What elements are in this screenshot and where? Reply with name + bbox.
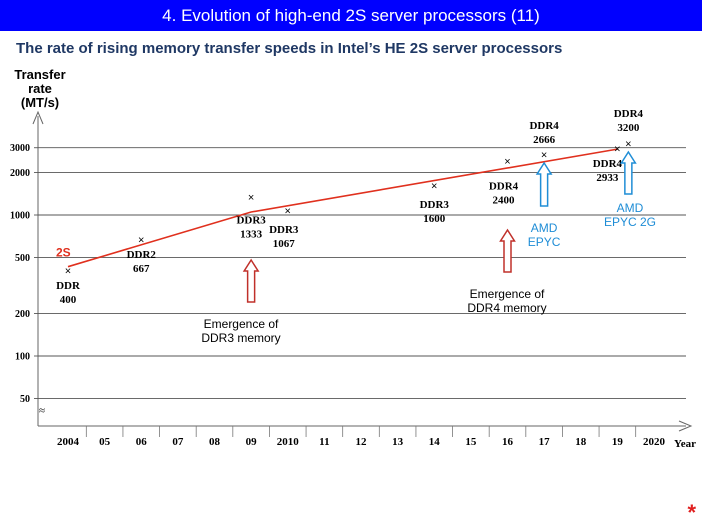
- data-point-marker: ×: [285, 206, 291, 218]
- data-point-marker: ×: [614, 144, 620, 156]
- series-name-label: 2S: [56, 246, 71, 260]
- x-tick-label: 16: [502, 436, 514, 448]
- annotation-text: AMD: [617, 201, 644, 215]
- y-axis-label-line: Transfer: [14, 67, 65, 82]
- data-point-marker: ×: [625, 138, 631, 150]
- y-axis-label-line: rate: [28, 81, 52, 96]
- x-tick-label: 18: [575, 436, 587, 448]
- x-tick-label: 19: [612, 436, 624, 448]
- data-point-marker: ×: [138, 234, 144, 246]
- data-value-label: 3200: [617, 122, 640, 134]
- x-tick-label: 06: [136, 436, 148, 448]
- data-value-label: 2933: [596, 172, 619, 184]
- x-tick-label: 17: [539, 436, 551, 448]
- data-point-marker: ×: [541, 149, 547, 161]
- annotation-arrow: [535, 161, 553, 207]
- x-tick-label: 05: [99, 436, 111, 448]
- y-tick-label: 1000: [10, 211, 30, 222]
- y-tick-label: 3000: [10, 143, 30, 154]
- data-value-label: 1600: [423, 213, 446, 225]
- annotation-text: AMD: [531, 221, 558, 235]
- x-tick-label: 2004: [57, 436, 80, 448]
- y-tick-labels: 3000 2000 1000 500 200 100 50: [10, 143, 30, 405]
- data-value-label: 400: [60, 294, 77, 306]
- data-value-label: 2666: [533, 134, 556, 146]
- data-point-marker: ×: [248, 192, 254, 204]
- y-tick-label: 2000: [10, 168, 30, 179]
- x-tick-label: 2010: [277, 436, 300, 448]
- annotation-text: DDR4 memory: [467, 301, 546, 315]
- chart-subtitle: The rate of rising memory transfer speed…: [16, 40, 563, 57]
- annotation-text: DDR3 memory: [201, 331, 280, 345]
- y-tick-label: 200: [15, 309, 30, 320]
- x-axis-label: Year: [674, 438, 696, 450]
- data-label: DDR3: [269, 224, 299, 236]
- x-tick-label: 13: [392, 436, 404, 448]
- data-point-marker: ×: [504, 156, 510, 168]
- x-tick-label: 09: [246, 436, 258, 448]
- annotation-text: EPYC 2G: [604, 215, 656, 229]
- footer-asterisk: *: [687, 500, 696, 525]
- x-axis-arrow: [678, 420, 693, 432]
- annotation-arrow: [619, 150, 637, 195]
- x-tick-label: 08: [209, 436, 221, 448]
- series-lines: 2S: [56, 148, 618, 268]
- y-tick-label: 100: [15, 352, 30, 363]
- data-point-marker: ×: [431, 181, 437, 193]
- data-label: DDR3: [420, 199, 450, 211]
- x-tick-label: 11: [319, 436, 329, 448]
- data-point-marker: ×: [65, 266, 71, 278]
- data-value-label: 1333: [240, 228, 263, 240]
- y-tick-label: 500: [15, 253, 30, 264]
- data-label: DDR2: [127, 249, 157, 261]
- x-tick-label: 2020: [643, 436, 666, 448]
- data-label: DDR4: [593, 158, 623, 170]
- annotation-text: Emergence of: [470, 287, 545, 301]
- x-tick-label: 14: [429, 436, 441, 448]
- y-tick-label: 50: [20, 394, 30, 405]
- data-value-label: 1067: [273, 238, 296, 250]
- annotation-arrow: [242, 258, 260, 303]
- annotation-arrow: [499, 228, 516, 273]
- data-value-label: 667: [133, 263, 150, 275]
- x-tick-label: 07: [172, 436, 184, 448]
- data-label: DDR3: [236, 214, 266, 226]
- data-label: DDR4: [529, 120, 559, 132]
- axis-break: ≈: [39, 405, 45, 417]
- x-tick-label: 12: [356, 436, 368, 448]
- data-label: DDR4: [614, 108, 644, 120]
- x-tick-label: 15: [465, 436, 477, 448]
- slide-title: 4. Evolution of high-end 2S server proce…: [0, 0, 702, 31]
- y-axis-label-line: (MT/s): [21, 95, 59, 110]
- annotation-text: EPYC: [528, 235, 561, 249]
- data-value-label: 2400: [493, 194, 516, 206]
- series-line: [67, 148, 618, 268]
- chart-axes: ≈: [32, 110, 693, 432]
- y-axis-arrow: [32, 110, 44, 125]
- data-label: DDR: [56, 280, 81, 292]
- data-points: × DDR 400 × DDR2 667 × DDR3 1333 × DDR3 1067 × DDR3 16…: [56, 108, 643, 306]
- data-label: DDR4: [489, 180, 519, 192]
- x-tick-labels: 2004 05 06 07 08 09 2010 11 12 13 14 15 16 17 18 19 2020…: [57, 426, 696, 450]
- grid-lines: [34, 147, 686, 399]
- annotation-text: Emergence of: [204, 317, 279, 331]
